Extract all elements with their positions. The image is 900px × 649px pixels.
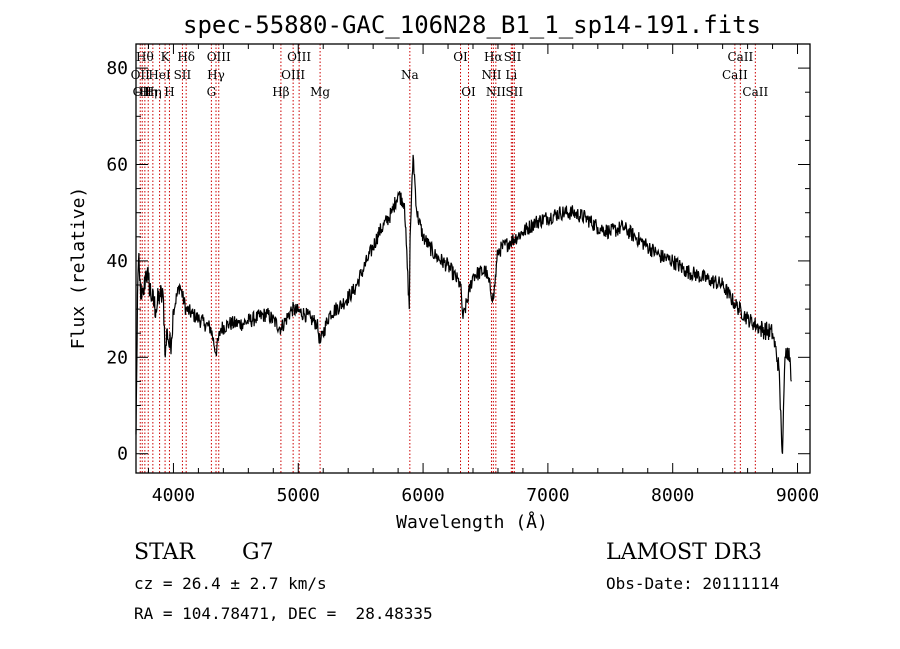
spectral-line-label: Li bbox=[505, 68, 517, 82]
x-tick-label: 6000 bbox=[401, 485, 444, 506]
x-axis-label: Wavelength (Å) bbox=[396, 511, 548, 533]
spectral-line-labels: OIIOIIHθHηHηHeIKHSIIHδGHγOIIIHβOIIIOIIIM… bbox=[131, 50, 769, 99]
spectral-line-label: Hη bbox=[139, 85, 157, 99]
spectral-line-label: OII bbox=[131, 68, 151, 82]
observation-date: Obs-Date: 20111114 bbox=[606, 574, 780, 593]
spectral-line-label: CaII bbox=[742, 85, 768, 99]
spectral-line-label: NII bbox=[481, 68, 501, 82]
spectral-line-label: OI bbox=[461, 85, 476, 99]
x-tick-label: 4000 bbox=[152, 485, 195, 506]
spectral-line-label: Mg bbox=[310, 85, 330, 99]
y-tick-label: 20 bbox=[106, 347, 128, 368]
spectral-line-label: OIII bbox=[281, 68, 305, 82]
spectral-line-label: SII bbox=[174, 68, 192, 82]
spectral-line-label: OI bbox=[453, 50, 468, 64]
x-tick-label: 8000 bbox=[651, 485, 694, 506]
spectral-line-label: Na bbox=[401, 68, 419, 82]
y-axis-ticks: 0 20 40 60 80 bbox=[106, 43, 810, 465]
spectral-line-label: Hγ bbox=[207, 68, 225, 82]
spectral-line-label: SII bbox=[505, 85, 523, 99]
spectral-line-label: Hβ bbox=[272, 85, 289, 99]
spectrum-line bbox=[135, 154, 792, 454]
spectral-line-label: NII bbox=[486, 85, 506, 99]
spectral-line-label: Hα bbox=[484, 50, 503, 64]
x-axis-ticks: 4000 5000 6000 7000 8000 9000 bbox=[147, 44, 819, 506]
spectral-line-label: H bbox=[164, 85, 174, 99]
spectral-line-label: SII bbox=[504, 50, 522, 64]
y-tick-label: 40 bbox=[106, 251, 128, 272]
y-tick-label: 60 bbox=[106, 155, 128, 176]
y-tick-label: 0 bbox=[117, 444, 128, 465]
spectral-line-label: K bbox=[161, 50, 171, 64]
spectral-line-label: Hδ bbox=[177, 50, 195, 64]
survey-name: LAMOST DR3 bbox=[606, 540, 762, 565]
object-subclass: G7 bbox=[242, 540, 274, 565]
y-tick-label: 80 bbox=[106, 58, 128, 79]
x-tick-label: 9000 bbox=[776, 485, 819, 506]
spectral-line-label: Hθ bbox=[136, 50, 154, 64]
coordinates: RA = 104.78471, DEC = 28.48335 bbox=[134, 604, 433, 623]
redshift-velocity: cz = 26.4 ± 2.7 km/s bbox=[134, 574, 327, 593]
spectral-line-label: CaII bbox=[722, 68, 748, 82]
spectral-line-label: OIII bbox=[287, 50, 311, 64]
y-axis-label: Flux (relative) bbox=[68, 187, 89, 350]
object-class: STAR bbox=[134, 540, 195, 565]
spectral-line-label: HeI bbox=[148, 68, 171, 82]
x-tick-label: 7000 bbox=[526, 485, 569, 506]
spectral-line-markers bbox=[139, 44, 756, 473]
spectral-line-label: OIII bbox=[207, 50, 231, 64]
chart-title: spec-55880-GAC_106N28_B1_1_sp14-191.fits bbox=[183, 11, 761, 39]
spectral-line-label: Hη bbox=[144, 85, 162, 99]
x-tick-label: 5000 bbox=[277, 485, 320, 506]
spectral-line-label: CaII bbox=[727, 50, 753, 64]
plot-frame bbox=[135, 43, 811, 474]
spectral-line-label: G bbox=[207, 85, 217, 99]
spectral-line-label: OII bbox=[133, 85, 153, 99]
